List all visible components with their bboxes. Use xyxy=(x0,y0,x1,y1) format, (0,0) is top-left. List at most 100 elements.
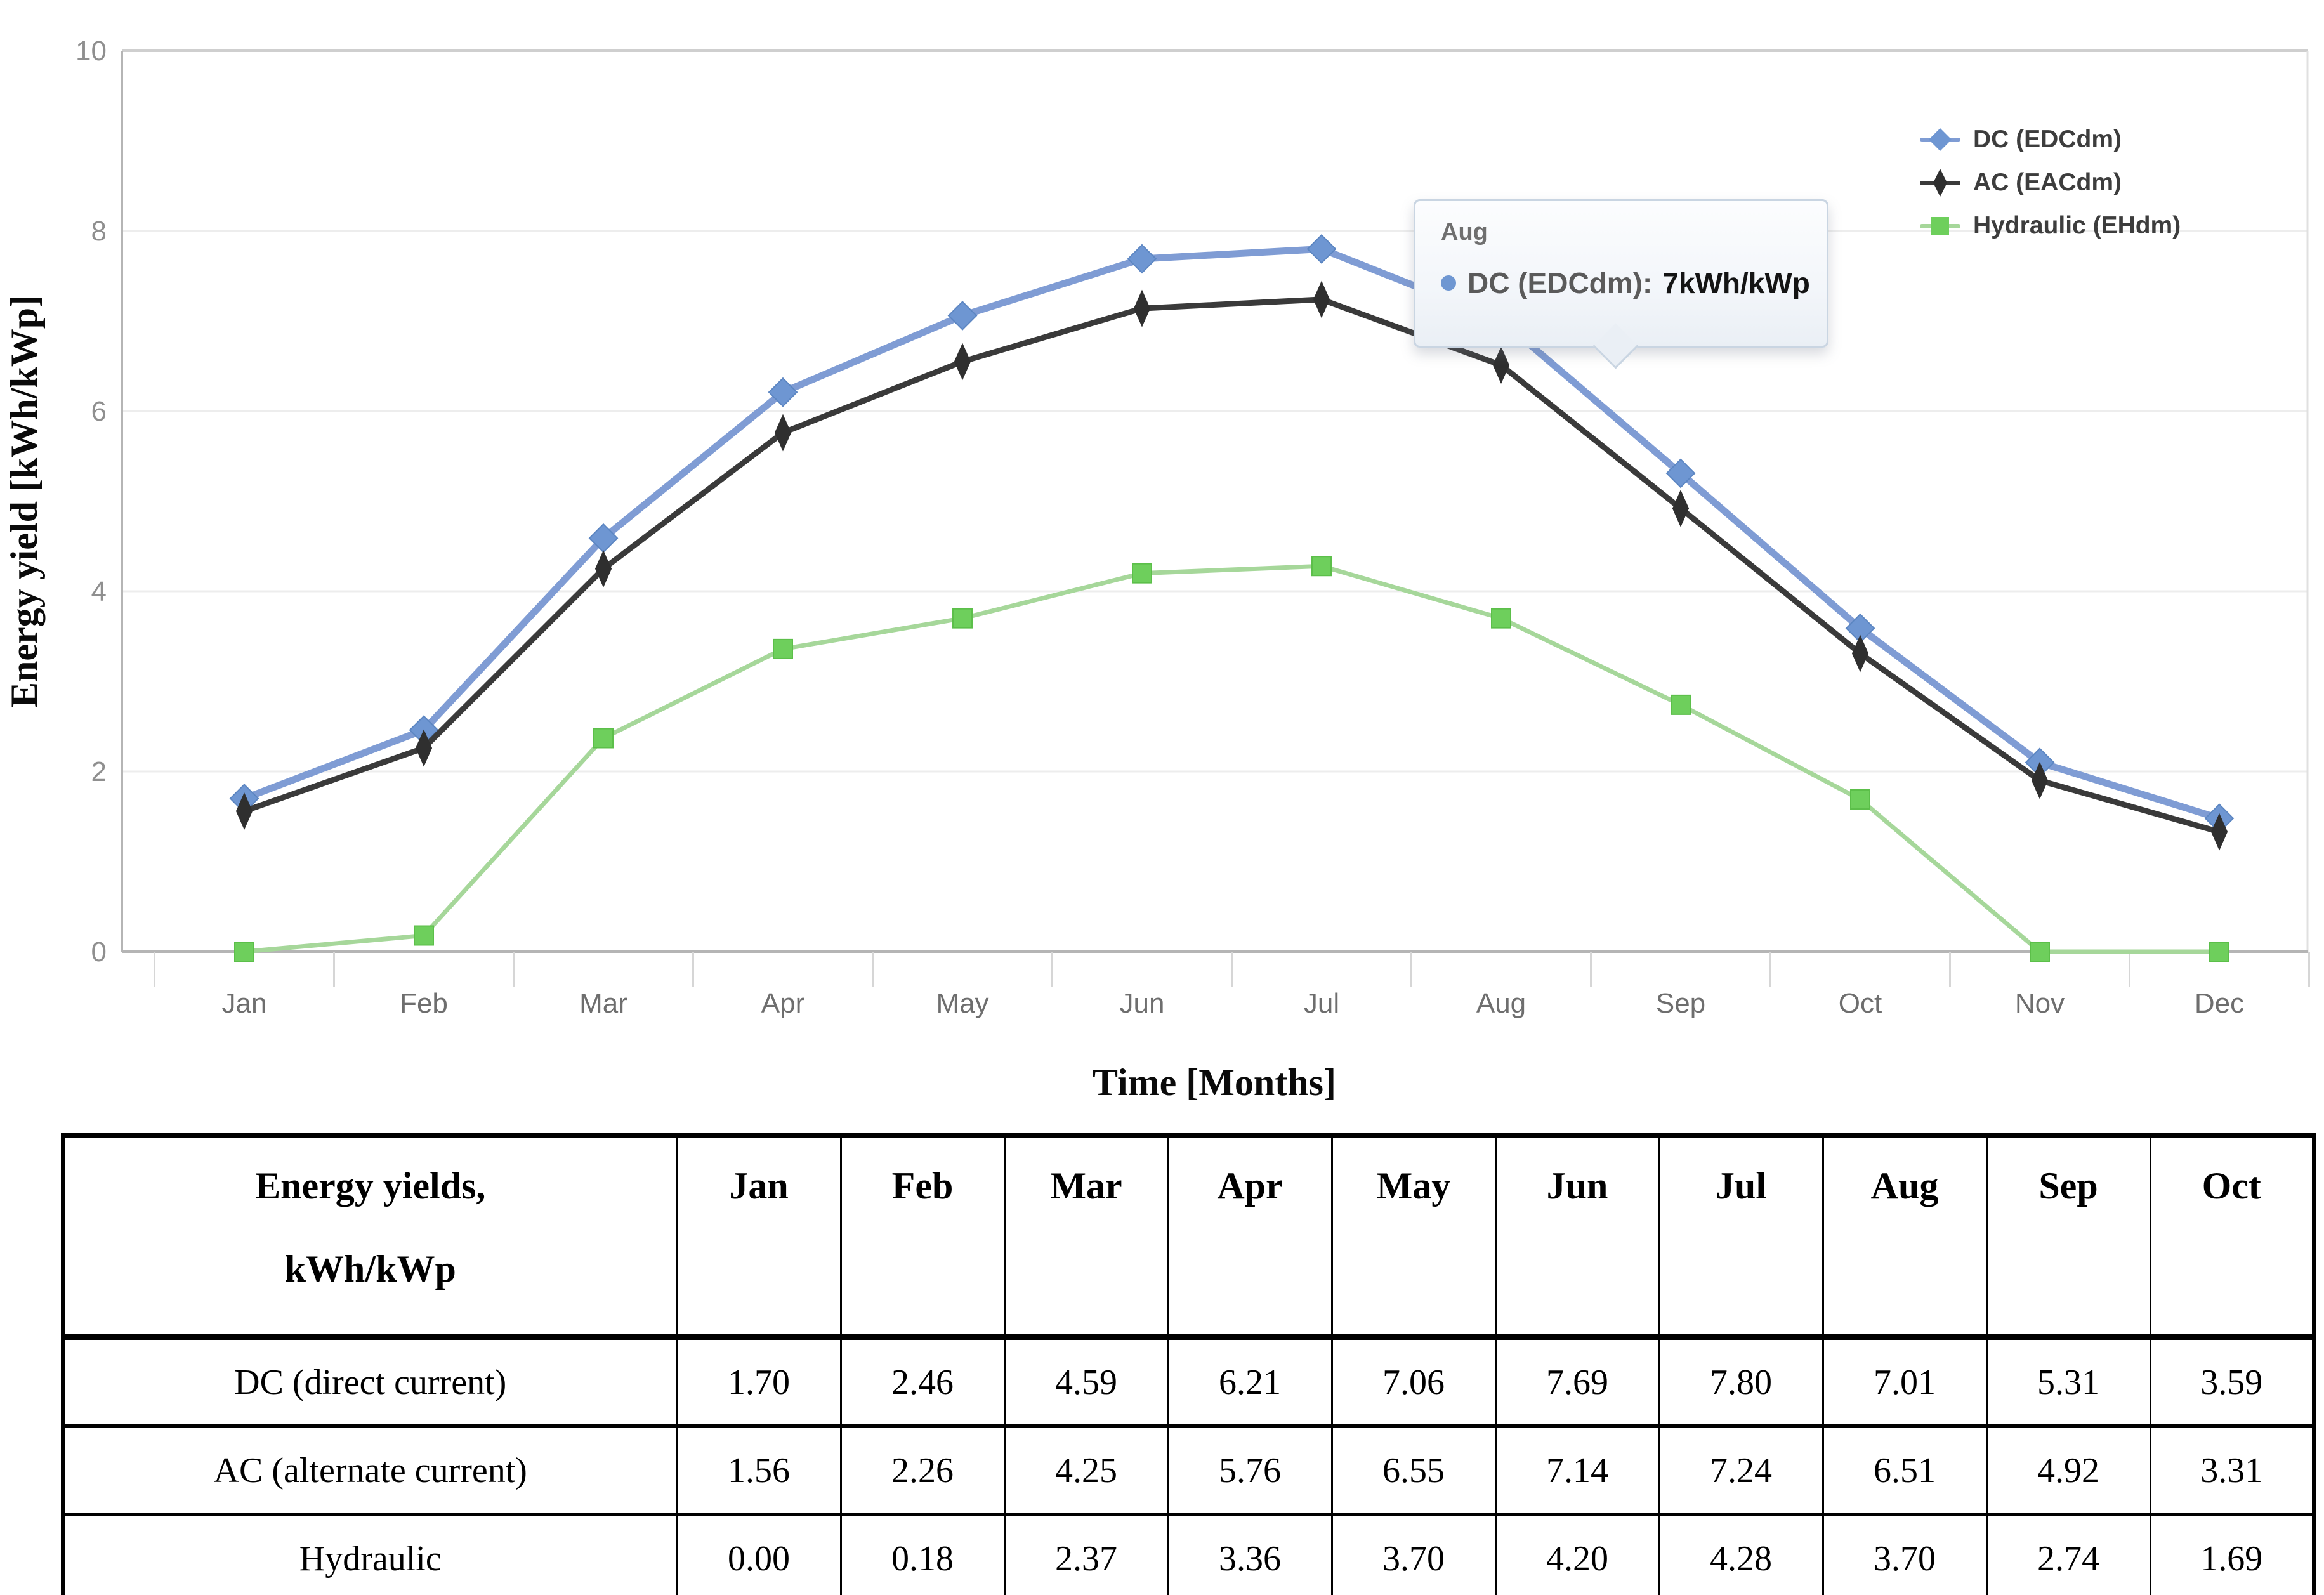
chart-legend: DC (EDCdm) AC (EACdm) Hydraulic (EHdm) xyxy=(1920,118,2181,247)
dc-point-jun[interactable] xyxy=(1127,244,1157,274)
column-header-aug: Aug xyxy=(1822,1133,1988,1340)
table-row-hydraulic: Hydraulic 0.00 0.18 2.37 3.36 3.70 4.20 4.28 3.7… xyxy=(62,1513,2315,1595)
ac-point-dec[interactable] xyxy=(2210,813,2228,851)
hydraulic-point-dec[interactable] xyxy=(2209,942,2229,962)
cell-dc-jun: 7.69 xyxy=(1494,1336,1660,1428)
dc-series xyxy=(229,233,2235,834)
x-tick-label-oct: Oct xyxy=(1839,988,1882,1019)
cell-dc-mar: 4.59 xyxy=(1003,1336,1169,1428)
ac-point-jul[interactable] xyxy=(1313,280,1330,318)
y-tick-label-10: 10 xyxy=(75,36,107,67)
ac-thin-diamond-icon xyxy=(1920,167,1960,198)
hydraulic-point-sep[interactable] xyxy=(1671,694,1691,715)
x-tick-label-jun: Jun xyxy=(1120,988,1165,1019)
table-row-dc: DC (direct current) 1.70 2.46 4.59 6.21 7.06 7… xyxy=(62,1336,2315,1428)
cell-dc-aug: 7.01 xyxy=(1822,1336,1988,1428)
energy-yield-chart: 0 2 4 6 8 10 Jan Feb Mar Apr May Jun Jul Aug Sep Oct Nov… xyxy=(3,36,2310,1103)
hydraulic-square-icon xyxy=(1920,211,1960,241)
cell-ac-oct: 3.31 xyxy=(2149,1425,2315,1516)
dc-point-jul[interactable] xyxy=(1306,233,1337,264)
tooltip-month-label: Aug xyxy=(1441,219,1488,246)
hydraulic-point-jun[interactable] xyxy=(1132,563,1152,584)
column-header-may: May xyxy=(1330,1133,1497,1340)
row-label-dc: DC (direct current) xyxy=(62,1336,678,1428)
cell-hydraulic-oct: 1.69 xyxy=(2149,1513,2315,1595)
cell-hydraulic-aug: 3.70 xyxy=(1822,1513,1988,1595)
x-tick-label-feb: Feb xyxy=(400,988,448,1019)
x-tick-label-may: May xyxy=(936,988,988,1019)
ac-point-may[interactable] xyxy=(954,343,971,381)
cell-dc-may: 7.06 xyxy=(1330,1336,1497,1428)
table-header-row: Energy yields, kWh/kWp Jan Feb Mar Apr May Ju… xyxy=(62,1133,2315,1340)
ac-point-apr[interactable] xyxy=(774,414,792,452)
dc-line xyxy=(240,245,2223,822)
ac-point-oct[interactable] xyxy=(1851,634,1869,673)
cell-ac-feb: 2.26 xyxy=(839,1425,1006,1516)
cell-ac-sep: 4.92 xyxy=(1985,1425,2151,1516)
dc-point-apr[interactable] xyxy=(768,377,798,407)
table-corner-header: Energy yields, kWh/kWp xyxy=(62,1133,678,1340)
table-title-line2: kWh/kWp xyxy=(284,1248,456,1290)
x-tick-label-jan: Jan xyxy=(222,988,267,1019)
dc-point-may[interactable] xyxy=(947,301,978,331)
cell-dc-jul: 7.80 xyxy=(1658,1336,1824,1428)
cell-hydraulic-jul: 4.28 xyxy=(1658,1513,1824,1595)
x-axis-title: Time [Months] xyxy=(1093,1061,1336,1103)
x-tick-label-jul: Jul xyxy=(1304,988,1339,1019)
x-tick-label-aug: Aug xyxy=(1476,988,1526,1019)
cell-dc-feb: 2.46 xyxy=(839,1336,1006,1428)
legend-item-ac[interactable]: AC (EACdm) xyxy=(1920,161,2181,204)
y-tick-label-6: 6 xyxy=(91,396,107,427)
hydraulic-point-oct[interactable] xyxy=(1850,789,1870,810)
y-axis-title: Energy yield [kWh/kWp] xyxy=(3,295,45,707)
hydraulic-point-aug[interactable] xyxy=(1491,608,1511,629)
axis-ticks xyxy=(154,952,2310,987)
column-header-feb: Feb xyxy=(839,1133,1006,1340)
ac-point-sep[interactable] xyxy=(1672,489,1690,527)
column-header-jun: Jun xyxy=(1494,1133,1660,1340)
cell-hydraulic-may: 3.70 xyxy=(1330,1513,1497,1595)
ac-point-nov[interactable] xyxy=(2031,761,2049,799)
ac-point-feb[interactable] xyxy=(415,729,433,767)
ac-point-jun[interactable] xyxy=(1133,289,1151,327)
hydraulic-point-apr[interactable] xyxy=(773,638,793,659)
hydraulic-point-jan[interactable] xyxy=(234,942,254,962)
hydraulic-point-jul[interactable] xyxy=(1311,556,1332,577)
table-title-line1: Energy yields, xyxy=(255,1165,486,1207)
hydraulic-point-mar[interactable] xyxy=(593,728,614,749)
column-header-jul: Jul xyxy=(1658,1133,1824,1340)
hydraulic-point-may[interactable] xyxy=(952,608,973,629)
column-header-jan: Jan xyxy=(676,1133,842,1340)
y-tick-label-0: 0 xyxy=(91,936,107,968)
legend-item-hydraulic[interactable]: Hydraulic (EHdm) xyxy=(1920,204,2181,247)
dc-point-sep[interactable] xyxy=(1665,458,1696,489)
cell-ac-mar: 4.25 xyxy=(1003,1425,1169,1516)
ac-point-jan[interactable] xyxy=(235,792,253,830)
ac-point-mar[interactable] xyxy=(594,550,612,587)
cell-hydraulic-apr: 3.36 xyxy=(1167,1513,1333,1595)
plot-frame xyxy=(121,49,2309,953)
legend-label-dc: DC (EDCdm) xyxy=(1973,126,2122,153)
y-tick-label-4: 4 xyxy=(91,576,107,607)
cell-hydraulic-sep: 2.74 xyxy=(1985,1513,2151,1595)
cell-hydraulic-jan: 0.00 xyxy=(676,1513,842,1595)
cell-dc-sep: 5.31 xyxy=(1985,1336,2151,1428)
cell-ac-jan: 1.56 xyxy=(676,1425,842,1516)
hydraulic-series xyxy=(234,556,2229,962)
y-tick-label-8: 8 xyxy=(91,216,107,247)
tooltip-row: DC (EDCdm): 7kWh/kWp xyxy=(1441,266,1810,300)
cell-ac-aug: 6.51 xyxy=(1822,1425,1988,1516)
x-tick-label-mar: Mar xyxy=(579,988,627,1019)
chart-tooltip: Aug DC (EDCdm): 7kWh/kWp xyxy=(1414,199,1828,369)
cell-hydraulic-jun: 4.20 xyxy=(1494,1513,1660,1595)
cell-hydraulic-feb: 0.18 xyxy=(839,1513,1006,1595)
ac-point-aug[interactable] xyxy=(1492,346,1510,384)
x-tick-label-sep: Sep xyxy=(1656,988,1705,1019)
legend-item-dc[interactable]: DC (EDCdm) xyxy=(1920,118,2181,161)
hydraulic-point-nov[interactable] xyxy=(2030,942,2050,962)
cell-ac-apr: 5.76 xyxy=(1167,1425,1333,1516)
ac-series xyxy=(235,280,2228,851)
hydraulic-point-feb[interactable] xyxy=(414,925,434,946)
legend-label-hydraulic: Hydraulic (EHdm) xyxy=(1973,212,2181,239)
